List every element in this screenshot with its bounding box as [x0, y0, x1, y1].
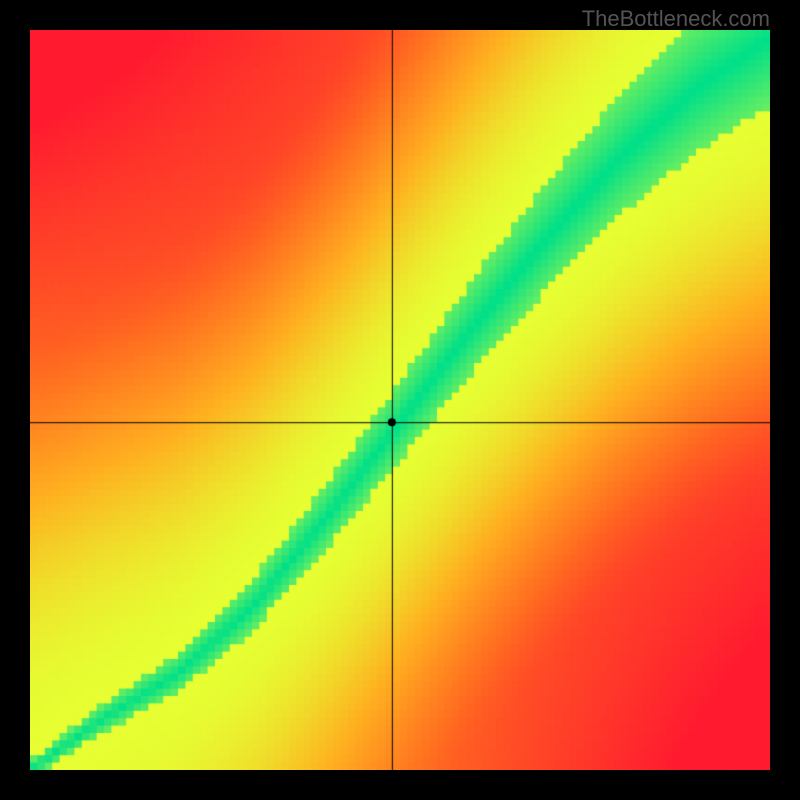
bottleneck-heatmap	[30, 30, 770, 770]
chart-container: TheBottleneck.com	[0, 0, 800, 800]
watermark-text: TheBottleneck.com	[582, 6, 770, 32]
